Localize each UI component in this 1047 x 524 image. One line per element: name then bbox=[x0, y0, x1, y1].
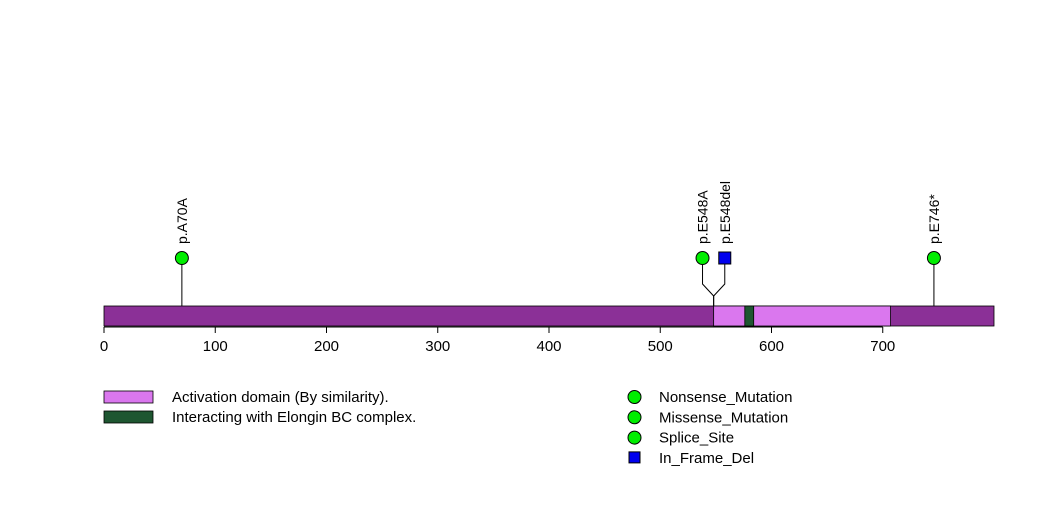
mutation-label: p.E746* bbox=[926, 194, 942, 244]
axis-tick-label: 300 bbox=[425, 338, 450, 355]
mutation-label: p.E548del bbox=[717, 181, 733, 244]
legend-circle-marker bbox=[627, 430, 642, 445]
axis-tick-label: 200 bbox=[314, 338, 339, 355]
legend-mutation-label: Splice_Site bbox=[659, 430, 734, 447]
mutation-markers: p.A70A p.E548A p.E548del p.E746* bbox=[174, 181, 942, 265]
legend-domain-label: Activation domain (By similarity). bbox=[172, 389, 389, 406]
protein-backbone-group bbox=[103, 305, 995, 327]
axis-tick-label: 500 bbox=[648, 338, 673, 355]
legend-mutation-label: In_Frame_Del bbox=[659, 450, 754, 467]
axis-tick-label: 100 bbox=[203, 338, 228, 355]
axis-tick-label: 700 bbox=[870, 338, 895, 355]
legend-mutation-label: Missense_Mutation bbox=[659, 409, 788, 426]
legend-mutation-label: Nonsense_Mutation bbox=[659, 389, 792, 406]
legend-square-marker bbox=[628, 451, 641, 464]
domain-1 bbox=[713, 305, 891, 327]
mutation-circle-marker bbox=[695, 251, 710, 265]
legend-circle-marker bbox=[627, 410, 642, 425]
mutation-label: p.A70A bbox=[174, 197, 190, 244]
mutation-circle-marker bbox=[174, 251, 189, 265]
domain-2 bbox=[744, 305, 755, 327]
mutation-stem bbox=[702, 258, 715, 306]
mutation-circle-marker bbox=[926, 251, 941, 265]
axis-tick-label: 600 bbox=[759, 338, 784, 355]
axis-tick-label: 0 bbox=[100, 338, 108, 355]
mutation-stem bbox=[713, 258, 726, 306]
legend-domain-swatch bbox=[103, 390, 154, 404]
legend-domain-swatch bbox=[103, 410, 154, 424]
mutation-label: p.E548A bbox=[695, 190, 711, 244]
mutation-square-marker bbox=[718, 251, 732, 265]
x-axis: 0 100 200 300 400 500 600 700 bbox=[100, 326, 895, 355]
legend-circle-marker bbox=[627, 390, 642, 404]
legend: Activation domain (By similarity). Intera… bbox=[103, 389, 792, 467]
legend-domain-label: Interacting with Elongin BC complex. bbox=[172, 409, 416, 426]
axis-tick-label: 400 bbox=[536, 338, 561, 355]
